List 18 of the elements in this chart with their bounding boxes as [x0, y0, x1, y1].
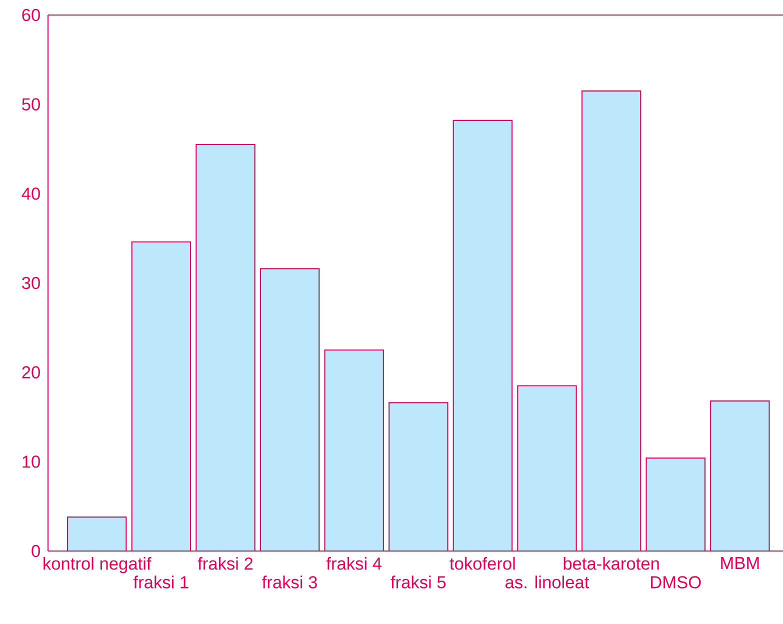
x-tick-label: fraksi 4	[326, 557, 382, 570]
x-tick-label: tokoferol	[450, 557, 515, 570]
x-tick-label: fraksi 5	[390, 576, 446, 588]
x-tick-label: MBM	[721, 557, 759, 569]
x-tick-label: fraksi 1	[133, 576, 188, 588]
y-tick-label: 20	[22, 366, 40, 378]
x-tick-label: beta-karoten	[564, 557, 659, 570]
y-tick-label: 60	[22, 8, 40, 22]
x-tick-label: DMSO	[651, 576, 701, 588]
y-tick-label: 30	[22, 276, 40, 290]
y-tick-label: 0	[32, 544, 40, 558]
y-tick-label: 50	[22, 98, 40, 110]
x-tick-label: as. linoleat	[506, 576, 590, 588]
x-tick-label: kontrol negatif	[44, 557, 152, 574]
x-tick-label: fraksi 3	[262, 576, 317, 588]
y-tick-label: 10	[22, 456, 40, 468]
y-tick-label: 40	[22, 188, 40, 200]
x-tick-label: fraksi 2	[198, 557, 253, 570]
